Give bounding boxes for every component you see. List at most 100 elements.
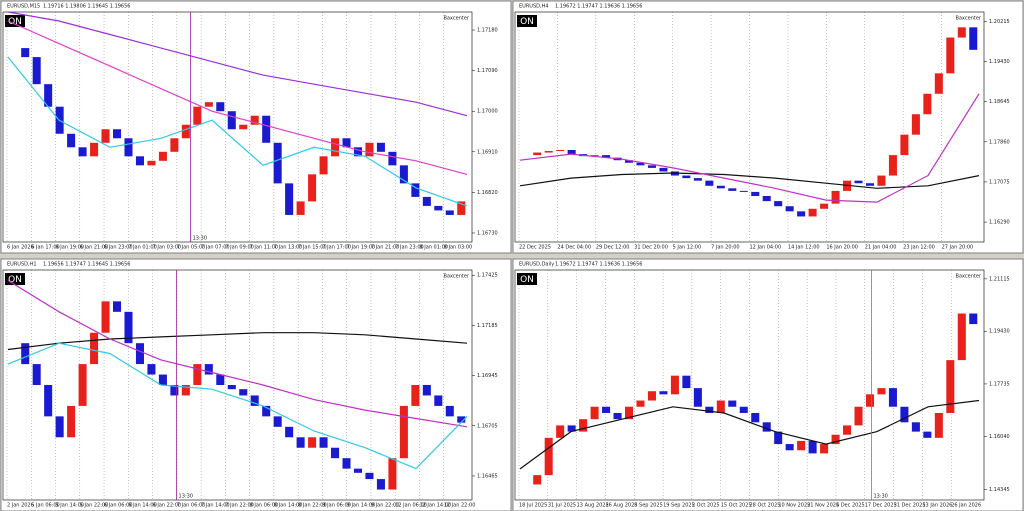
candle xyxy=(216,374,225,385)
candle xyxy=(693,178,702,181)
x-tick-label: 28 Oct 2025 xyxy=(750,503,781,509)
candle xyxy=(923,93,932,115)
x-tick-label: 7 Jan 19:00 xyxy=(347,245,375,251)
candle xyxy=(101,129,110,143)
ohlc-info: 1.19716 1.19806 1.19645 1.19656 xyxy=(43,4,130,10)
x-tick-label: 31 Dec 2025 xyxy=(894,503,926,509)
candle xyxy=(331,447,340,459)
y-tick-label: 1.17425 xyxy=(477,273,498,279)
x-tick-label: 7 Jan 13:00 xyxy=(274,245,302,251)
x-tick-label: 31 Jul 2025 xyxy=(548,503,576,509)
candle xyxy=(854,180,863,184)
candle xyxy=(969,27,978,50)
x-tick-label: 7 Jan 06:00 xyxy=(177,503,205,509)
chart-window: EURUSD,H4 1.19672 1.19747 1.19636 1.19656… xyxy=(512,0,1024,254)
x-tick-label: 7 Jan 05:00 xyxy=(177,245,205,251)
session-label: 13:30 xyxy=(193,236,207,242)
moving-average xyxy=(7,11,468,117)
candle xyxy=(262,115,271,143)
candle xyxy=(285,183,294,215)
candle xyxy=(124,311,133,344)
moving-average xyxy=(519,172,980,189)
candle xyxy=(296,437,305,448)
y-tick-label: 1.17075 xyxy=(989,179,1010,185)
candle xyxy=(785,444,794,451)
candle xyxy=(44,385,53,417)
chart-window: EURUSD,Daily 1.19672 1.19747 1.19636 1.19… xyxy=(512,258,1024,511)
x-tick-label: 16 Jan 20:00 xyxy=(826,245,858,251)
candle xyxy=(32,364,41,385)
candle xyxy=(728,188,737,191)
candle xyxy=(193,364,202,385)
session-label: 13:30 xyxy=(179,494,193,500)
x-tick-label: 6 Jan 22:00 xyxy=(153,503,181,509)
candle xyxy=(716,400,725,413)
x-tick-label: 17 Dec 2025 xyxy=(865,503,897,509)
candle xyxy=(590,406,599,420)
candle xyxy=(659,167,668,172)
x-tick-label: 5 Jan 06:00 xyxy=(31,503,59,509)
x-tick-label: 6 Jan 2026 xyxy=(7,245,34,251)
candle xyxy=(342,458,351,469)
window-title: EURUSD,M15 xyxy=(7,4,40,10)
x-tick-label: 19 Sep 2025 xyxy=(663,503,695,509)
candle xyxy=(67,133,76,148)
candle xyxy=(590,155,599,157)
candle xyxy=(376,479,385,490)
moving-average xyxy=(519,399,980,470)
badge[interactable]: ON xyxy=(8,275,22,285)
candle xyxy=(544,151,553,153)
candle xyxy=(331,138,340,157)
candle xyxy=(808,208,817,217)
candle xyxy=(647,391,656,401)
watermark: Baxcenter xyxy=(956,16,982,22)
x-tick-label: 7 Jan 14:00 xyxy=(201,503,229,509)
x-tick-label: 22 Dec 2025 xyxy=(519,245,551,251)
candle xyxy=(90,142,99,157)
x-tick-label: 21 Nov 2025 xyxy=(807,503,839,509)
x-tick-label: 7 Jan 03:00 xyxy=(153,245,181,251)
moving-average xyxy=(7,279,468,428)
x-tick-label: 7 Jan 21:00 xyxy=(371,245,399,251)
x-tick-label: 7 Jan 09:00 xyxy=(225,245,253,251)
candle xyxy=(457,201,466,215)
candle xyxy=(774,431,783,445)
badge[interactable]: ON xyxy=(520,17,534,27)
candle xyxy=(751,191,760,196)
y-tick-label: 1.16910 xyxy=(477,149,498,155)
window-frame xyxy=(0,258,512,511)
badge[interactable]: ON xyxy=(520,275,534,285)
x-tick-label: 9 Jan 14:00 xyxy=(347,503,375,509)
candle xyxy=(239,389,248,396)
candle xyxy=(762,422,771,432)
window-title: EURUSD,H4 xyxy=(519,4,549,10)
candle xyxy=(647,165,656,168)
candle xyxy=(831,190,840,204)
badge[interactable]: ON xyxy=(8,17,22,27)
x-tick-label: 5 Jan 12:00 xyxy=(673,245,701,251)
x-tick-label: 6 Jan 21:00 xyxy=(80,245,108,251)
x-tick-label: 7 Jan 01:00 xyxy=(128,245,156,251)
candle xyxy=(239,124,248,130)
x-tick-label: 8 Jan 14:00 xyxy=(274,503,302,509)
candle xyxy=(285,426,294,438)
candle xyxy=(934,412,943,438)
candle xyxy=(911,114,920,135)
x-tick-label: 26 Aug 2025 xyxy=(605,503,637,509)
x-tick-label: 14 Jan 12:00 xyxy=(788,245,820,251)
candle xyxy=(659,391,668,395)
candle xyxy=(204,364,213,375)
x-tick-label: 12 Jan 14:00 xyxy=(419,503,451,509)
candle xyxy=(422,196,431,206)
candle xyxy=(820,444,829,454)
candle xyxy=(751,412,760,423)
candle xyxy=(445,210,454,215)
candle xyxy=(556,425,565,438)
y-tick-label: 1.16730 xyxy=(477,230,498,236)
candle xyxy=(533,475,542,485)
candle xyxy=(21,343,30,365)
watermark: Baxcenter xyxy=(444,16,470,22)
candle xyxy=(865,394,875,407)
candle xyxy=(422,385,431,396)
x-tick-label: 7 Jan 17:00 xyxy=(322,245,350,251)
